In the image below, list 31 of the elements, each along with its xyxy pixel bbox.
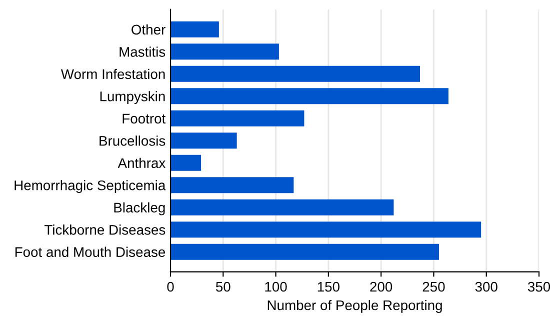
- bar: [170, 66, 420, 82]
- bar: [170, 222, 482, 238]
- x-tick-label: 150: [318, 282, 340, 292]
- y-tick-label: Foot and Mouth Disease: [15, 246, 166, 257]
- bar: [170, 177, 294, 194]
- y-tick-label: Tickborne Diseases: [44, 224, 166, 235]
- x-tick-label: 50: [216, 282, 230, 292]
- x-tick-label: 350: [528, 282, 550, 292]
- y-tick-label: Anthrax: [118, 158, 166, 168]
- y-tick-label: Hemorrhagic Septicemia: [14, 180, 166, 194]
- bar: [170, 132, 237, 149]
- y-tick-label: Other: [132, 24, 166, 35]
- bar: [170, 199, 394, 216]
- x-tick-label: 200: [370, 282, 392, 292]
- x-tick-label: 100: [265, 282, 287, 292]
- y-tick-label: Worm Infestation: [60, 68, 165, 80]
- bar: [170, 110, 304, 126]
- y-tick-label: Blackleg: [114, 202, 165, 216]
- y-tick-label: Footrot: [122, 114, 166, 124]
- y-tick-label: Lumpyskin: [100, 91, 165, 104]
- bar: [170, 44, 279, 60]
- x-tick-label: 300: [475, 282, 498, 292]
- bar: [170, 244, 439, 260]
- bar: [170, 154, 202, 171]
- bar: [170, 21, 219, 38]
- x-tick-label: 250: [422, 282, 445, 292]
- x-axis-title: Number of People Reporting: [268, 300, 442, 313]
- y-tick-label: Mastitis: [120, 46, 166, 57]
- y-tick-label: Brucellosis: [100, 136, 166, 146]
- bar: [170, 88, 448, 104]
- x-tick-label: 0: [167, 282, 174, 292]
